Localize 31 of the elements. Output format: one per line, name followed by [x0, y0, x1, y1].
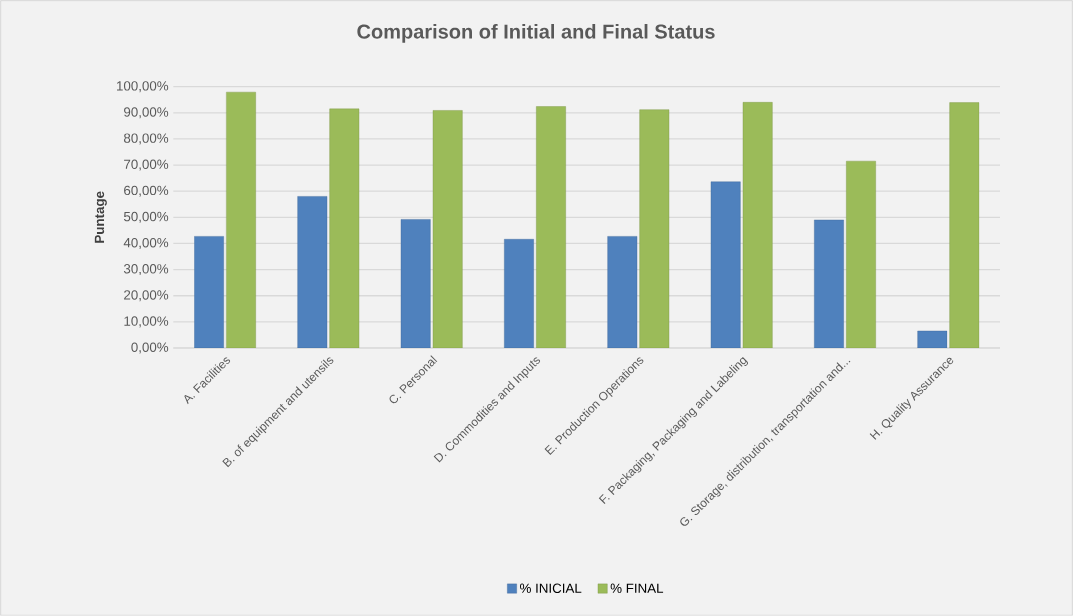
bar: [329, 108, 360, 348]
y-tick-label: 10,00%: [124, 316, 169, 328]
y-tick-label: 80,00%: [123, 133, 169, 145]
bar: [742, 102, 773, 348]
bar: [846, 160, 876, 348]
bar: [814, 219, 844, 348]
y-tick-label: 20,00%: [124, 290, 169, 302]
bar: [226, 91, 256, 348]
bar: [297, 196, 328, 348]
legend-label: % INICIAL: [520, 583, 582, 593]
bar: [432, 110, 463, 348]
y-tick-label: 100,00%: [117, 81, 169, 93]
bar: [194, 236, 224, 348]
bar: [504, 239, 534, 348]
bar: [710, 181, 741, 348]
y-tick-label: 90,00%: [124, 107, 169, 119]
bar: [917, 330, 948, 348]
y-tick-label: 30,00%: [123, 264, 169, 276]
bar: [536, 106, 566, 348]
bar: [607, 236, 638, 348]
y-tick-label: 60,00%: [124, 185, 169, 197]
y-tick-label: 50,00%: [123, 211, 169, 223]
y-axis-title: Puntage: [94, 191, 107, 243]
y-tick-label: 40,00%: [123, 237, 169, 249]
legend-label: % FINAL: [610, 583, 664, 593]
bar: [400, 219, 431, 348]
y-tick-label: 70,00%: [124, 159, 169, 171]
chart-title: Comparison of Initial and Final Status: [357, 24, 715, 43]
y-tick-label: 0,00%: [131, 342, 169, 354]
bar: [639, 109, 670, 348]
bar: [949, 102, 980, 348]
